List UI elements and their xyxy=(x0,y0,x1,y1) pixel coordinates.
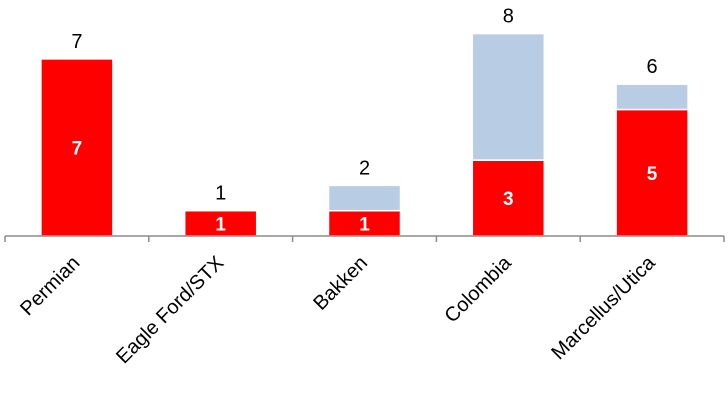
data-label: 5 xyxy=(647,164,658,185)
bar-segment-colombia-series-2 xyxy=(471,32,546,161)
x-tick-label: Eagle Ford/STX xyxy=(112,252,228,368)
total-label: 8 xyxy=(503,6,514,28)
data-label: 1 xyxy=(359,214,370,235)
x-tick-label: Bakken xyxy=(309,252,372,315)
x-axis xyxy=(4,235,725,242)
data-label: 7 xyxy=(72,138,83,159)
total-label: 7 xyxy=(71,31,82,53)
bar-segment-bakken-series-2 xyxy=(327,184,402,212)
x-tick-label: Colombia xyxy=(441,251,517,327)
data-label: 3 xyxy=(503,189,514,210)
bar-segment-permian-series-1 xyxy=(40,58,114,237)
total-label: 1 xyxy=(215,183,226,205)
data-label: 1 xyxy=(215,214,226,235)
x-tick-label: Permian xyxy=(16,252,84,320)
total-label: 2 xyxy=(359,157,370,179)
bars-layer xyxy=(40,32,689,237)
x-tick-label: Marcellus/Utica xyxy=(547,251,660,364)
bar-segment-colombia-series-1 xyxy=(471,159,546,237)
bar-segment-marcellus-utica-series-2 xyxy=(615,83,689,111)
total-label: 6 xyxy=(647,56,658,78)
